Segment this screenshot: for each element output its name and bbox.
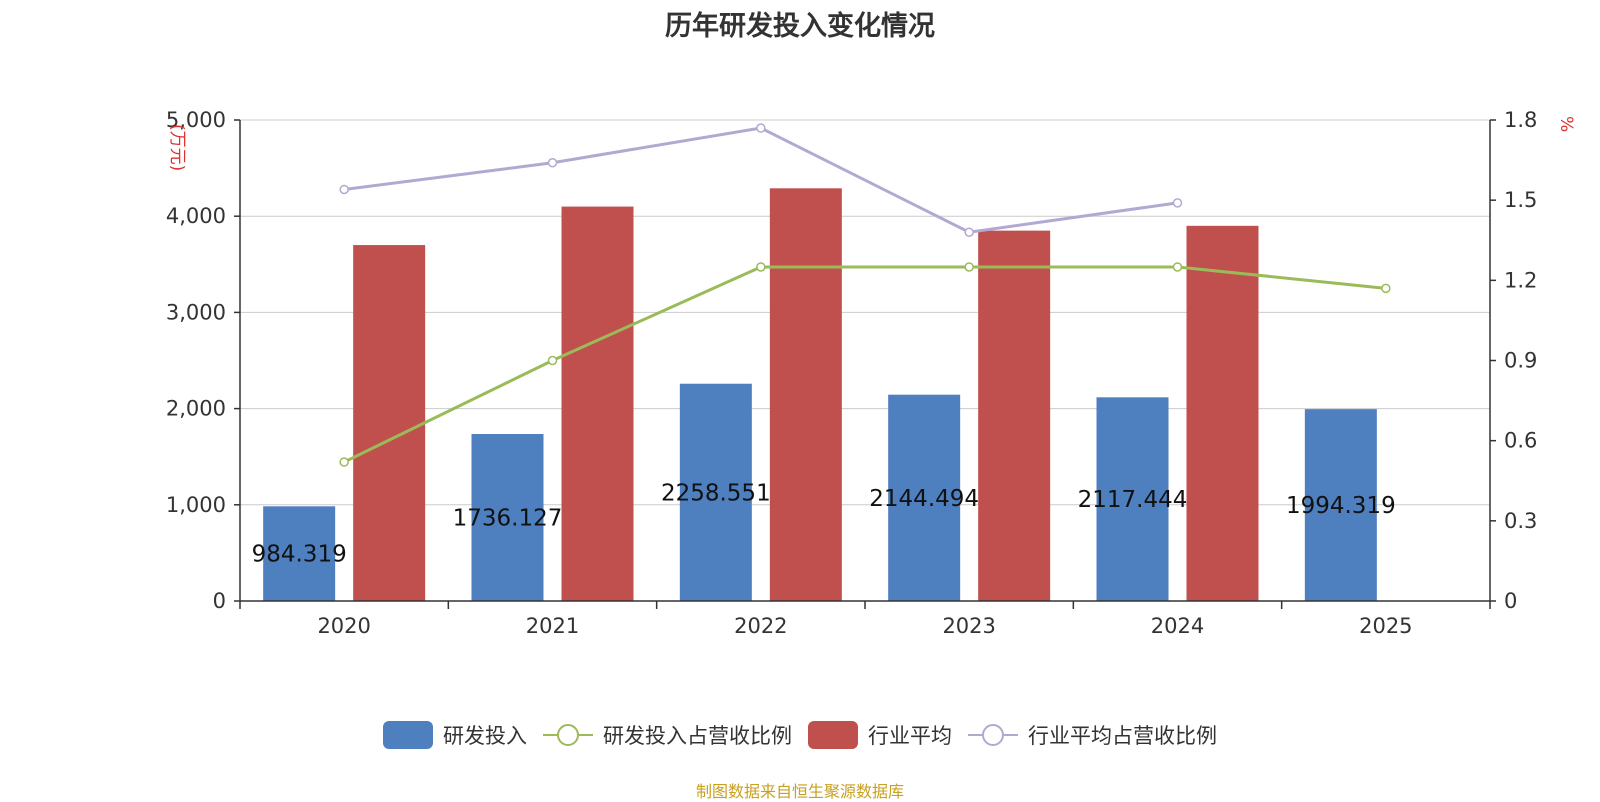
right-tick-label: 0 — [1504, 589, 1517, 613]
legend-swatch-rd-ratio — [543, 724, 593, 746]
legend-item-rd-ratio[interactable]: 研发投入占营收比例 — [543, 720, 792, 750]
legend-swatch-avg — [808, 721, 858, 749]
right-tick-label: 0.9 — [1504, 349, 1537, 373]
x-tick-label: 2025 — [1359, 614, 1412, 638]
left-tick-label: 3,000 — [166, 300, 226, 324]
bar-rd — [1304, 409, 1377, 601]
bar-rd — [471, 433, 544, 601]
point-rd-ratio — [547, 355, 558, 366]
x-tick-label: 2023 — [942, 614, 995, 638]
right-tick-label: 1.5 — [1504, 188, 1537, 212]
legend-label-rd-ratio: 研发投入占营收比例 — [603, 724, 792, 748]
point-rd-ratio — [1172, 262, 1183, 272]
chart-title: 历年研发投入变化情况 — [665, 11, 935, 42]
right-axis-unit: % — [1556, 116, 1576, 132]
left-axis-unit: (万元) — [167, 124, 187, 171]
x-tick-label: 2022 — [734, 614, 787, 638]
legend-item-avg[interactable]: 行业平均 — [808, 720, 952, 750]
bars — [263, 188, 1377, 601]
bar-avg — [978, 230, 1051, 601]
point-avg-ratio — [964, 227, 974, 237]
legend-swatch-avg-ratio — [968, 724, 1018, 746]
bar-rd — [1096, 397, 1169, 601]
right-tick-label: 0.3 — [1504, 509, 1537, 533]
bar-rd — [263, 506, 336, 601]
bar-rd-label: 1994.319 — [1286, 493, 1396, 519]
bar-rd — [888, 394, 961, 601]
legend-label-avg-ratio: 行业平均占营收比例 — [1028, 724, 1217, 748]
point-rd-ratio — [964, 262, 974, 272]
x-tick-label: 2021 — [526, 614, 579, 638]
x-tick-label: 2020 — [317, 614, 370, 638]
left-tick-label: 2,000 — [166, 397, 226, 421]
legend-item-rd[interactable]: 研发投入 — [383, 720, 527, 750]
legend-label-avg: 行业平均 — [868, 724, 952, 748]
point-avg-ratio — [1172, 198, 1183, 208]
x-tick-label: 2024 — [1151, 614, 1204, 638]
line-rd-ratio — [343, 265, 1386, 464]
legend: 研发投入 研发投入占营收比例 行业平均 行业平均占营收比例 — [0, 720, 1600, 750]
bar-avg — [353, 245, 426, 601]
bar-avg — [769, 188, 842, 601]
bar-rd-label: 984.319 — [252, 542, 347, 568]
source-note: 制图数据来自恒生聚源数据库 — [695, 782, 904, 801]
bar-avg — [1186, 225, 1259, 601]
point-avg-ratio — [547, 158, 558, 168]
axes: 0 1,000 2,000 3,000 4,000 5,000 0 0.3 0.6 0.9 1.2 1… — [166, 108, 1576, 638]
bar-rd-label: 2258.551 — [661, 480, 771, 506]
legend-item-avg-ratio[interactable]: 行业平均占营收比例 — [968, 720, 1217, 750]
right-tick-label: 1.8 — [1504, 108, 1537, 132]
right-tick-label: 1.2 — [1504, 268, 1537, 292]
bar-rd — [679, 383, 752, 601]
data-labels: 984.319 1736.127 2258.551 2144.494 2117.444 1… — [252, 480, 1396, 567]
lines — [339, 123, 1391, 467]
point-rd-ratio — [1381, 283, 1391, 294]
legend-swatch-rd — [383, 721, 433, 749]
point-avg-ratio — [339, 184, 349, 195]
bar-rd-label: 2144.494 — [869, 486, 979, 512]
bar-rd-label: 1736.127 — [453, 505, 563, 531]
left-tick-label: 0 — [213, 589, 226, 613]
legend-label-rd: 研发投入 — [443, 724, 527, 748]
left-tick-label: 4,000 — [166, 204, 226, 228]
bar-avg — [561, 206, 634, 601]
point-rd-ratio — [339, 457, 349, 467]
point-avg-ratio — [756, 123, 766, 133]
grid-lines — [240, 119, 1490, 506]
right-tick-label: 0.6 — [1504, 429, 1537, 453]
left-tick-label: 1,000 — [166, 493, 226, 517]
point-rd-ratio — [756, 262, 766, 272]
left-tick-label: 5,000 — [166, 108, 226, 132]
bar-rd-label: 2117.444 — [1078, 487, 1188, 513]
